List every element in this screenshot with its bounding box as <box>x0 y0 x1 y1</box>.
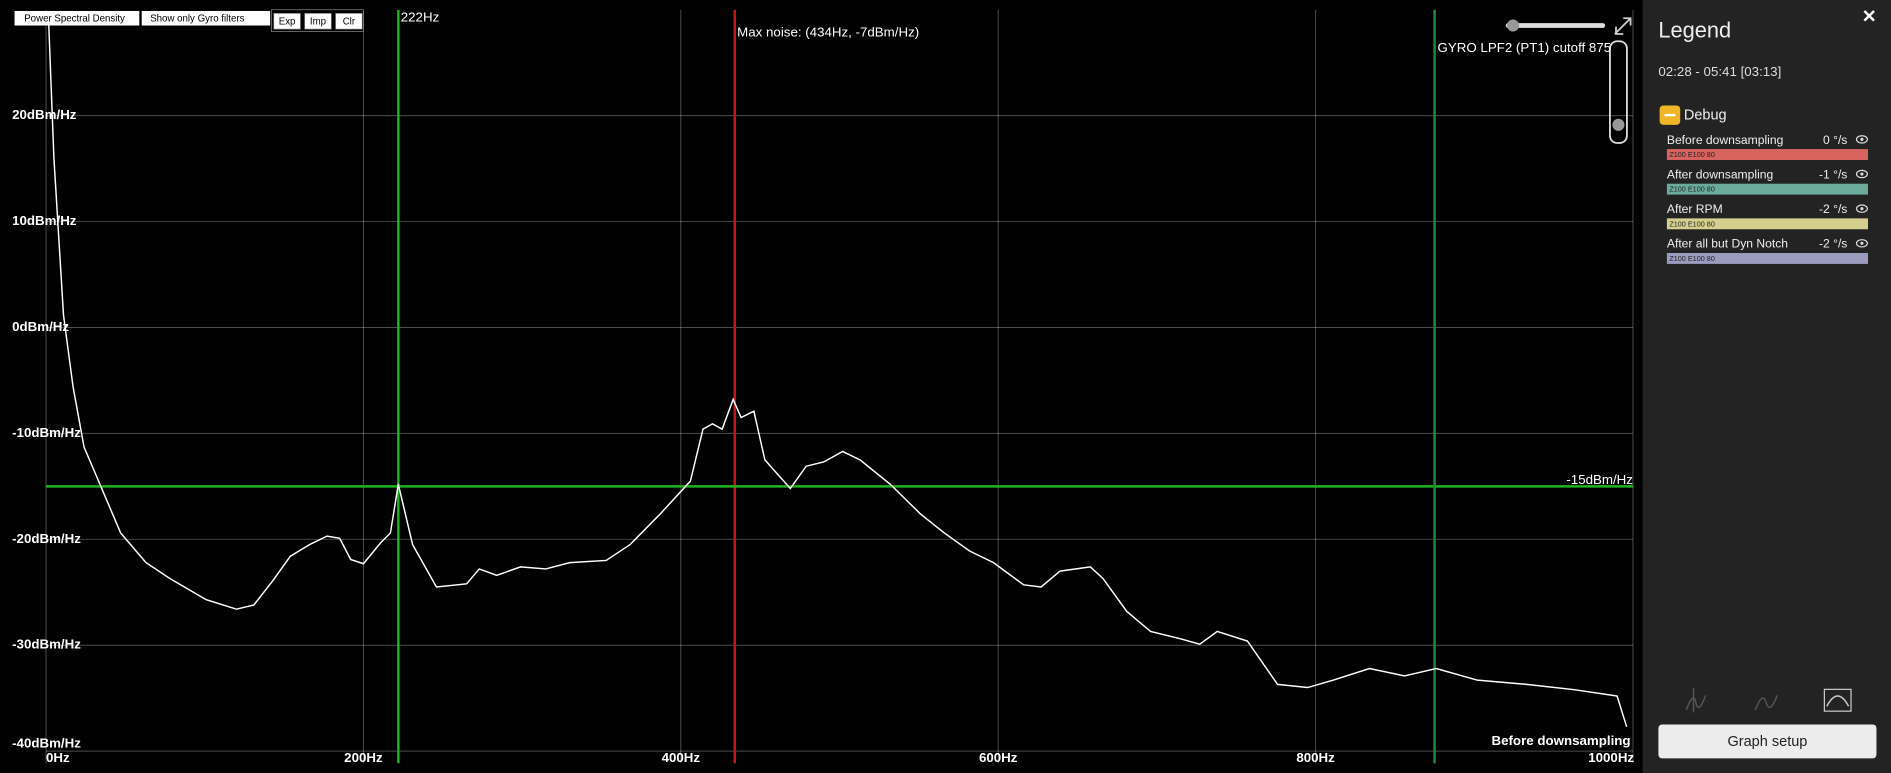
y-tick-label: -10dBm/Hz <box>12 425 81 440</box>
toolbar-button[interactable] <box>335 13 363 30</box>
graph-setup-button[interactable] <box>1658 724 1877 759</box>
toolbar-buttons: Exp Imp Clr <box>273 13 363 30</box>
legend-panel <box>1642 0 1891 773</box>
x-tick-label: 400Hz <box>662 750 701 765</box>
view-icon-active[interactable] <box>1823 688 1852 712</box>
toolbar-button[interactable] <box>273 13 301 30</box>
spectrum-line <box>47 17 1628 727</box>
legend-item-color <box>1666 183 1868 195</box>
eye-pupil <box>1860 172 1864 176</box>
plot <box>45 9 1634 764</box>
y-tick-label: -20dBm/Hz <box>12 531 81 546</box>
button-group <box>270 9 364 32</box>
view-icon-curve <box>1826 695 1850 707</box>
legend-item-settings: Z100 E100 80 <box>1669 150 1715 159</box>
legend-item-value: -1 °/s <box>1819 167 1847 181</box>
vertical-handle[interactable] <box>1612 118 1625 131</box>
legend-item-color <box>1666 149 1868 160</box>
toolbar-button-label: Clr <box>343 16 356 27</box>
legend-item-settings: Z100 E100 80 <box>1669 219 1715 228</box>
vertical-slider[interactable] <box>1609 40 1628 144</box>
toolbar-button-label: Exp <box>279 16 296 27</box>
eye-icon[interactable] <box>1855 135 1868 144</box>
legend-item-name[interactable]: After RPM <box>1667 202 1723 216</box>
x-tick-label: 200Hz <box>344 750 383 765</box>
legend-item-settings: Z100 E100 80 <box>1669 254 1715 263</box>
time-range: 02:28 - 05:41 [03:13] <box>1658 64 1781 79</box>
marker-label: GYRO LPF2 (PT1) cutoff 875 <box>1438 40 1612 55</box>
legend-item-value: 0 °/s <box>1823 133 1847 147</box>
view-icon[interactable] <box>1685 688 1707 713</box>
legend-title: Legend <box>1658 17 1731 42</box>
expand-icon[interactable] <box>1614 17 1632 35</box>
y-tick-label: 20dBm/Hz <box>12 107 77 122</box>
y-tick-label: -40dBm/Hz <box>12 735 81 750</box>
graph-setup-label: Graph setup <box>1727 734 1807 750</box>
toolbar-button-label: Imp <box>310 16 326 27</box>
legend-item-name[interactable]: Before downsampling <box>1667 133 1783 147</box>
x-tick-label: 0Hz <box>46 750 70 765</box>
spectrum-select-text: Power Spectral Density <box>24 13 125 24</box>
y-tick-label: 0dBm/Hz <box>12 319 69 334</box>
legend-item-value: -2 °/s <box>1819 237 1847 251</box>
toolbar-button[interactable] <box>304 13 332 30</box>
spectrum-select[interactable] <box>14 10 140 26</box>
marker-label: 222Hz <box>401 10 439 25</box>
x-tick-label: 800Hz <box>1296 750 1335 765</box>
series-label: Before downsampling <box>1491 733 1630 748</box>
legend-item-color <box>1666 253 1868 264</box>
legend-item-color <box>1666 218 1868 230</box>
legend-item-settings: Z100 E100 80 <box>1669 185 1715 194</box>
eye-pupil <box>1860 207 1864 211</box>
x-tick-label: 600Hz <box>979 750 1018 765</box>
group-name: Debug <box>1684 108 1727 124</box>
legend-item-value: -2 °/s <box>1819 202 1847 216</box>
legend-item-name[interactable]: After downsampling <box>1667 167 1773 181</box>
x-tick-label: 1000Hz <box>1588 750 1634 765</box>
close-icon[interactable] <box>1863 10 1875 22</box>
zoom-handle[interactable] <box>1506 19 1520 32</box>
chart-background <box>0 0 1643 773</box>
y-tick-label: 10dBm/Hz <box>12 213 77 228</box>
legend-items: Before downsampling 0 °/s Z100 E100 80 Afte… <box>1666 133 1868 264</box>
eye-icon[interactable] <box>1855 239 1868 248</box>
eye-pupil <box>1860 241 1864 245</box>
marker-label: Max noise: (434Hz, -7dBm/Hz) <box>737 24 919 39</box>
filter-select-text: Show only Gyro filters <box>150 13 244 24</box>
legend-item-name[interactable]: After all but Dyn Notch <box>1667 237 1788 251</box>
eye-pupil <box>1860 137 1864 141</box>
view-icon[interactable] <box>1754 695 1778 711</box>
filter-select[interactable] <box>141 10 271 26</box>
eye-icon[interactable] <box>1855 169 1868 179</box>
marker-label: -15dBm/Hz <box>1566 472 1633 487</box>
eye-icon[interactable] <box>1855 204 1868 213</box>
y-tick-label: -30dBm/Hz <box>12 637 81 652</box>
